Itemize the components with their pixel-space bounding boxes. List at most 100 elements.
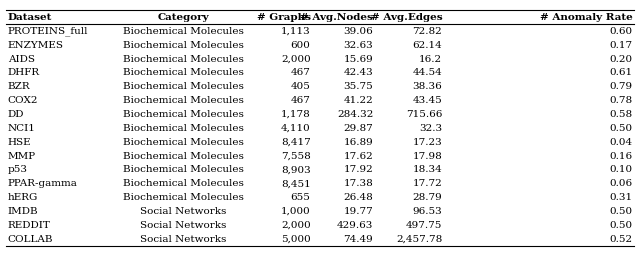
Text: 2,000: 2,000 [281, 221, 310, 230]
Text: 16.2: 16.2 [419, 55, 442, 64]
Text: 0.04: 0.04 [609, 138, 632, 147]
Text: PPAR-gamma: PPAR-gamma [8, 179, 77, 188]
Text: 32.63: 32.63 [344, 41, 373, 50]
Text: 5,000: 5,000 [281, 235, 310, 244]
Text: 0.58: 0.58 [609, 110, 632, 119]
Text: 4,110: 4,110 [281, 124, 310, 133]
Text: 2,000: 2,000 [281, 55, 310, 64]
Text: REDDIT: REDDIT [8, 221, 51, 230]
Text: p53: p53 [8, 165, 28, 174]
Text: 1,178: 1,178 [281, 110, 310, 119]
Text: 1,113: 1,113 [281, 27, 310, 36]
Text: 39.06: 39.06 [344, 27, 373, 36]
Text: # Avg.Edges: # Avg.Edges [371, 13, 442, 22]
Text: 0.50: 0.50 [609, 221, 632, 230]
Text: 44.54: 44.54 [413, 68, 442, 77]
Text: 467: 467 [291, 68, 310, 77]
Text: 17.72: 17.72 [413, 179, 442, 188]
Text: 62.14: 62.14 [413, 41, 442, 50]
Text: HSE: HSE [8, 138, 31, 147]
Text: 8,451: 8,451 [281, 179, 310, 188]
Text: 429.63: 429.63 [337, 221, 373, 230]
Text: MMP: MMP [8, 151, 36, 160]
Text: Biochemical Molecules: Biochemical Molecules [123, 68, 244, 77]
Text: 2,457.78: 2,457.78 [396, 235, 442, 244]
Text: 1,000: 1,000 [281, 207, 310, 216]
Text: 0.50: 0.50 [609, 124, 632, 133]
Text: 74.49: 74.49 [344, 235, 373, 244]
Text: 32.3: 32.3 [419, 124, 442, 133]
Text: Biochemical Molecules: Biochemical Molecules [123, 138, 244, 147]
Text: 284.32: 284.32 [337, 110, 373, 119]
Text: Biochemical Molecules: Biochemical Molecules [123, 55, 244, 64]
Text: 38.36: 38.36 [413, 82, 442, 91]
Text: Social Networks: Social Networks [140, 221, 227, 230]
Text: Biochemical Molecules: Biochemical Molecules [123, 27, 244, 36]
Text: 0.16: 0.16 [609, 151, 632, 160]
Text: 18.34: 18.34 [413, 165, 442, 174]
Text: Biochemical Molecules: Biochemical Molecules [123, 82, 244, 91]
Text: Biochemical Molecules: Biochemical Molecules [123, 124, 244, 133]
Text: 405: 405 [291, 82, 310, 91]
Text: Biochemical Molecules: Biochemical Molecules [123, 179, 244, 188]
Text: BZR: BZR [8, 82, 30, 91]
Text: 17.23: 17.23 [413, 138, 442, 147]
Text: COLLAB: COLLAB [8, 235, 53, 244]
Text: 41.22: 41.22 [344, 96, 373, 105]
Text: 42.43: 42.43 [344, 68, 373, 77]
Text: Dataset: Dataset [8, 13, 52, 22]
Text: 0.60: 0.60 [609, 27, 632, 36]
Text: COX2: COX2 [8, 96, 38, 105]
Text: 0.79: 0.79 [609, 82, 632, 91]
Text: # Anomaly Rate: # Anomaly Rate [540, 13, 632, 22]
Text: 0.06: 0.06 [609, 179, 632, 188]
Text: 8,903: 8,903 [281, 165, 310, 174]
Text: 16.89: 16.89 [344, 138, 373, 147]
Text: Biochemical Molecules: Biochemical Molecules [123, 96, 244, 105]
Text: 19.77: 19.77 [344, 207, 373, 216]
Text: Biochemical Molecules: Biochemical Molecules [123, 165, 244, 174]
Text: 28.79: 28.79 [413, 193, 442, 202]
Text: 0.10: 0.10 [609, 165, 632, 174]
Text: 17.98: 17.98 [413, 151, 442, 160]
Text: 29.87: 29.87 [344, 124, 373, 133]
Text: 497.75: 497.75 [406, 221, 442, 230]
Text: IMDB: IMDB [8, 207, 38, 216]
Text: 43.45: 43.45 [413, 96, 442, 105]
Text: 72.82: 72.82 [413, 27, 442, 36]
Text: Biochemical Molecules: Biochemical Molecules [123, 110, 244, 119]
Text: 96.53: 96.53 [413, 207, 442, 216]
Text: 0.61: 0.61 [609, 68, 632, 77]
Text: 8,417: 8,417 [281, 138, 310, 147]
Text: 715.66: 715.66 [406, 110, 442, 119]
Text: 655: 655 [291, 193, 310, 202]
Text: NCI1: NCI1 [8, 124, 36, 133]
Text: 0.31: 0.31 [609, 193, 632, 202]
Text: 0.20: 0.20 [609, 55, 632, 64]
Text: 26.48: 26.48 [344, 193, 373, 202]
Text: Category: Category [158, 13, 209, 22]
Text: 35.75: 35.75 [344, 82, 373, 91]
Text: 0.52: 0.52 [609, 235, 632, 244]
Text: ENZYMES: ENZYMES [8, 41, 63, 50]
Text: hERG: hERG [8, 193, 38, 202]
Text: DD: DD [8, 110, 24, 119]
Text: 17.92: 17.92 [344, 165, 373, 174]
Text: Biochemical Molecules: Biochemical Molecules [123, 41, 244, 50]
Text: 0.17: 0.17 [609, 41, 632, 50]
Text: 17.62: 17.62 [344, 151, 373, 160]
Text: 0.50: 0.50 [609, 207, 632, 216]
Text: Social Networks: Social Networks [140, 207, 227, 216]
Text: Biochemical Molecules: Biochemical Molecules [123, 193, 244, 202]
Text: PROTEINS_full: PROTEINS_full [8, 27, 88, 36]
Text: 15.69: 15.69 [344, 55, 373, 64]
Text: Social Networks: Social Networks [140, 235, 227, 244]
Text: AIDS: AIDS [8, 55, 35, 64]
Text: 600: 600 [291, 41, 310, 50]
Text: 7,558: 7,558 [281, 151, 310, 160]
Text: Biochemical Molecules: Biochemical Molecules [123, 151, 244, 160]
Text: # Avg.Nodes: # Avg.Nodes [300, 13, 373, 22]
Text: 0.78: 0.78 [609, 96, 632, 105]
Text: 467: 467 [291, 96, 310, 105]
Text: # Graphs: # Graphs [257, 13, 310, 22]
